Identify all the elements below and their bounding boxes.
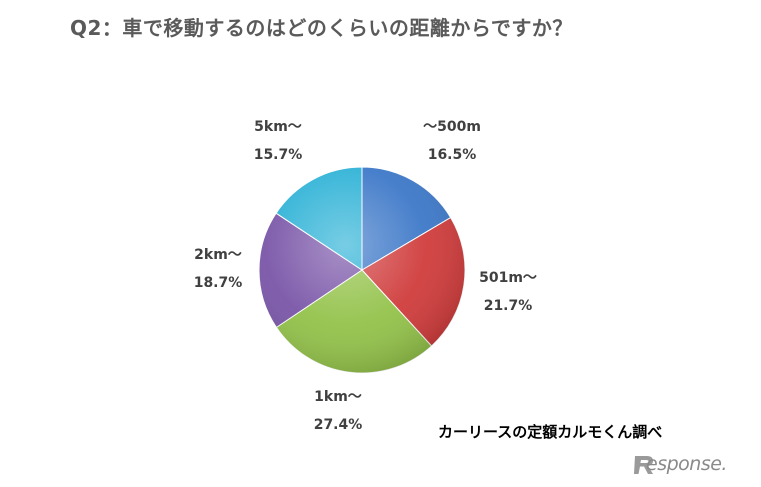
response-r-logo-icon (634, 456, 653, 474)
slice-value-4: 18.7% (194, 275, 243, 291)
response-logo: esponse. (632, 453, 752, 479)
slice-value-1: 16.5% (428, 147, 477, 163)
slice-label-4: 2km～ (194, 247, 242, 263)
slice-value-5: 15.7% (254, 147, 303, 163)
slice-label-5: 5km～ (254, 119, 302, 135)
slice-label-2: 501m～ (479, 270, 537, 286)
response-logo-text: esponse. (646, 453, 727, 475)
slice-value-2: 21.7% (484, 298, 533, 314)
chart-title: Q2：車で移動するのはどのくらいの距離からですか？ (70, 16, 573, 40)
slice-label-1: ～500m (423, 119, 481, 135)
source-note: カーリースの定額カルモくん調べ (438, 423, 663, 441)
slice-label-3: 1km～ (314, 389, 362, 405)
slice-value-3: 27.4% (314, 417, 363, 433)
